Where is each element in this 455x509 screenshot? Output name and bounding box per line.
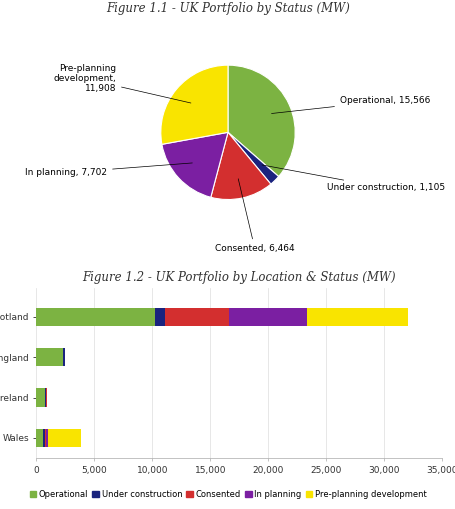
- Wedge shape: [161, 65, 228, 145]
- Bar: [48, 429, 81, 447]
- Bar: [165, 307, 228, 326]
- Bar: [36, 429, 43, 447]
- Bar: [43, 429, 45, 447]
- Bar: [36, 307, 154, 326]
- Text: Operational, 15,566: Operational, 15,566: [271, 97, 430, 114]
- Text: Under construction, 1,105: Under construction, 1,105: [262, 165, 444, 192]
- Legend: Operational, Under construction, Consented, In planning, Pre-planning developmen: Operational, Under construction, Consent…: [26, 487, 429, 502]
- Bar: [306, 307, 407, 326]
- Wedge shape: [162, 132, 228, 197]
- Wedge shape: [210, 132, 270, 200]
- Bar: [63, 348, 66, 366]
- Title: Figure 1.1 - UK Portfolio by Status (MW): Figure 1.1 - UK Portfolio by Status (MW): [106, 2, 349, 15]
- Bar: [45, 388, 46, 407]
- Bar: [36, 348, 63, 366]
- Bar: [36, 388, 45, 407]
- Wedge shape: [228, 132, 278, 184]
- Bar: [46, 429, 48, 447]
- Bar: [45, 429, 46, 447]
- Bar: [46, 388, 47, 407]
- Text: In planning, 7,702: In planning, 7,702: [25, 163, 192, 177]
- Text: Pre-planning
development,
11,908: Pre-planning development, 11,908: [53, 64, 191, 103]
- Bar: [154, 307, 165, 326]
- Text: Consented, 6,464: Consented, 6,464: [215, 179, 294, 253]
- Title: Figure 1.2 - UK Portfolio by Location & Status (MW): Figure 1.2 - UK Portfolio by Location & …: [82, 271, 395, 285]
- Bar: [228, 307, 306, 326]
- Wedge shape: [228, 65, 294, 177]
